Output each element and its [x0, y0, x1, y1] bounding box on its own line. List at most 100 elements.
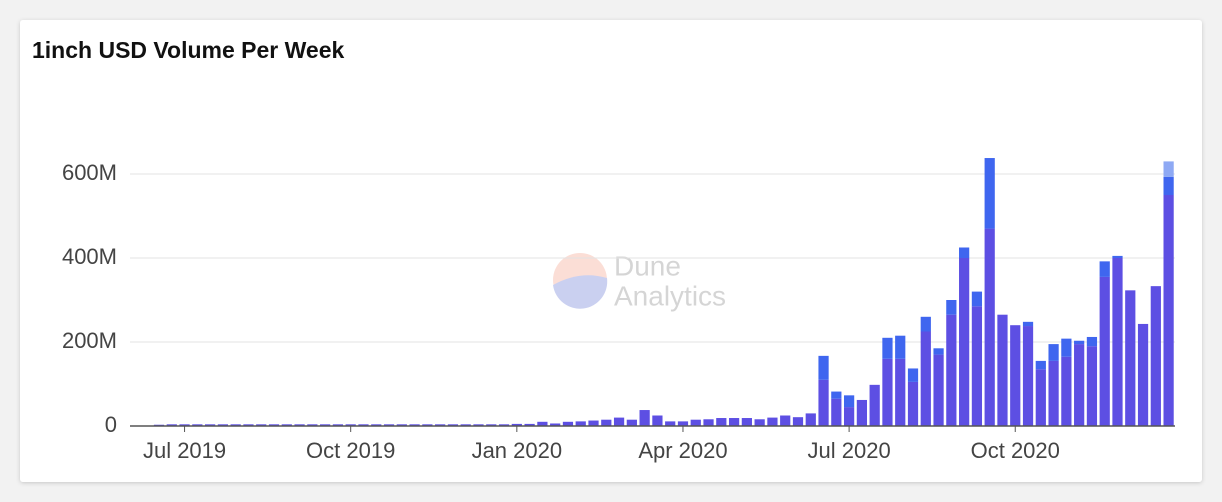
bar-segment — [933, 348, 944, 355]
x-tick-label: Jul 2019 — [143, 438, 226, 463]
bar-segment — [895, 358, 906, 426]
bar-segment — [486, 424, 497, 426]
x-tick-label: Jan 2020 — [472, 438, 563, 463]
bar-segment — [307, 424, 318, 426]
bar-segment — [588, 420, 599, 426]
bar-segment — [907, 381, 919, 426]
watermark-logo-part — [553, 275, 608, 309]
bar-segment — [332, 424, 344, 426]
bar-segment — [1163, 195, 1174, 426]
bar-segment — [831, 398, 842, 426]
bar-segment — [383, 424, 395, 426]
bar-segment — [1086, 346, 1098, 426]
bar-segment — [818, 355, 829, 380]
bar-segment — [204, 424, 216, 426]
bar-segment — [818, 379, 829, 426]
x-tick-label: Jul 2020 — [808, 438, 891, 463]
bar-segment — [435, 424, 446, 426]
bar-segment — [1074, 344, 1085, 426]
bar-segment — [869, 384, 880, 426]
bar-segment — [1137, 323, 1149, 426]
bar-segment — [511, 423, 522, 426]
x-tick-label: Apr 2020 — [638, 438, 727, 463]
bar-segment — [984, 158, 995, 229]
bar-segment — [575, 421, 586, 426]
bar-segment — [792, 417, 804, 426]
bar-segment — [882, 358, 893, 426]
bar-segment — [358, 424, 369, 426]
bar-segment — [562, 421, 574, 426]
bar-segment — [895, 335, 906, 359]
bar-segment — [409, 424, 420, 426]
bar-segment — [652, 415, 663, 426]
bar-segment — [831, 391, 842, 399]
watermark: Dune Analytics — [553, 250, 726, 311]
bar-segment — [447, 424, 459, 426]
bar-segment — [920, 331, 931, 426]
bar-segment — [422, 424, 433, 426]
watermark-text: Analytics — [614, 280, 726, 311]
watermark-logo — [553, 253, 607, 307]
bar-segment — [613, 417, 625, 426]
bar-segment — [1086, 336, 1098, 347]
bar-segment — [396, 424, 407, 426]
bar-segment — [1125, 290, 1136, 426]
bar-segment — [345, 424, 356, 426]
bar-segment — [1099, 276, 1110, 426]
bar-segment — [728, 418, 740, 426]
bar-segment — [1022, 326, 1034, 426]
bar-segment — [281, 424, 292, 426]
plot-area: 0 200M 400M 600M Jul 2019 Oct 2019 Jan 2020 Apr… — [62, 158, 1175, 463]
bar-segment — [1048, 360, 1059, 426]
bar-segment — [1112, 258, 1123, 426]
bar-segment — [524, 423, 535, 426]
bar-segment — [805, 413, 816, 426]
bar-segment — [1010, 325, 1021, 426]
bar-segment — [601, 419, 612, 426]
bar-segment — [1074, 340, 1085, 345]
bar-segment — [946, 300, 957, 315]
bar-segment — [1163, 161, 1174, 177]
bar-segment — [843, 407, 855, 426]
bar-segment — [690, 419, 701, 426]
bar-segment — [677, 421, 689, 426]
bar-segment — [971, 306, 983, 426]
bar-segment — [320, 424, 331, 426]
bar-segment — [716, 418, 727, 426]
bar-segment — [550, 423, 561, 426]
bar-segment — [639, 410, 650, 426]
x-tick-label: Oct 2020 — [971, 438, 1060, 463]
y-tick-label: 400M — [62, 244, 117, 269]
bar-segment — [754, 419, 765, 426]
bar-segment — [1048, 344, 1059, 361]
bar-segment — [230, 424, 241, 426]
bar-segment — [959, 247, 970, 258]
bar-segment — [741, 418, 752, 426]
bar-segment — [933, 354, 944, 426]
bar-segment — [460, 424, 471, 426]
bar-segment — [1061, 338, 1072, 357]
bar-segment — [665, 421, 676, 426]
bar-segment — [703, 419, 714, 426]
bar-segment — [268, 424, 280, 426]
bar-segment — [856, 399, 868, 426]
bar-segment — [371, 424, 382, 426]
bar-segment — [946, 314, 957, 426]
bar-segment — [780, 415, 791, 426]
bar-segment — [1022, 321, 1034, 327]
y-tick-label: 0 — [105, 412, 117, 437]
bar-segment — [1061, 356, 1072, 426]
bar-segment — [166, 424, 177, 426]
bar-segment — [294, 424, 305, 426]
watermark-text: Dune — [614, 250, 681, 281]
bar-segment — [920, 316, 931, 332]
chart-title: 1inch USD Volume Per Week — [32, 37, 345, 63]
bar-segment — [626, 419, 637, 426]
bar-segment — [179, 424, 190, 426]
bar-segment — [971, 291, 983, 307]
card — [20, 20, 1202, 482]
bar-segment — [537, 421, 548, 426]
bar-segment — [1035, 369, 1046, 426]
